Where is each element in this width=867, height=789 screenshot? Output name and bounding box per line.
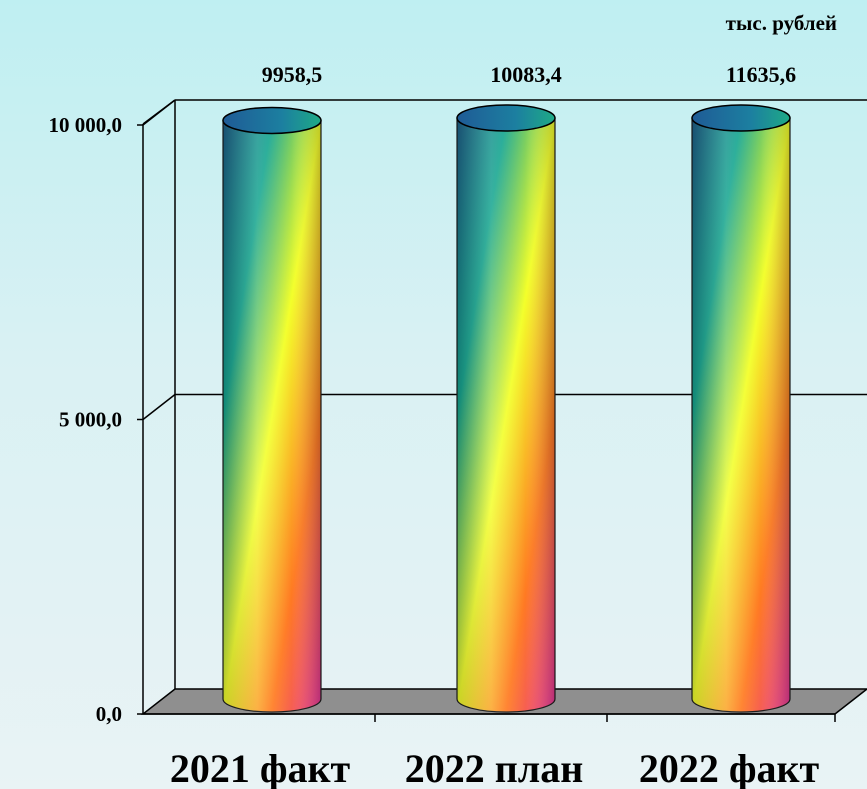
x-tick-label-2: 2022 план [405, 746, 584, 789]
bar-top-1 [222, 106, 322, 135]
bar-1 [222, 106, 322, 713]
bars: 9958,5 10083,4 11635,6 [222, 62, 796, 713]
bar-shade-2 [457, 118, 555, 712]
wall-gridline-1 [142, 393, 176, 421]
bar-top-3 [691, 104, 791, 132]
data-label-2: 10083,4 [490, 62, 562, 87]
bar-top-2 [456, 104, 556, 132]
x-axis-labels: 2021 факт 2022 план 2022 факт [170, 746, 820, 789]
y-tick-label-0: 0,0 [96, 702, 122, 726]
y-tick-label-1: 5 000,0 [59, 408, 122, 432]
y-tick-label-2: 10 000,0 [49, 113, 123, 137]
data-label-1: 9958,5 [262, 62, 323, 87]
x-tick-label-3: 2022 факт [639, 746, 820, 789]
data-label-3: 11635,6 [726, 62, 796, 87]
bar-3 [691, 104, 791, 713]
unit-label: тыс. рублей [726, 11, 837, 35]
bar-shade-3 [692, 118, 790, 712]
x-tick-label-1: 2021 факт [170, 746, 351, 789]
y-axis-ticks: 0,0 5 000,0 10 000,0 [49, 113, 143, 726]
bar-2 [456, 104, 556, 713]
bar-shade-1 [223, 120, 321, 713]
wall-gridline-2 [142, 99, 176, 126]
